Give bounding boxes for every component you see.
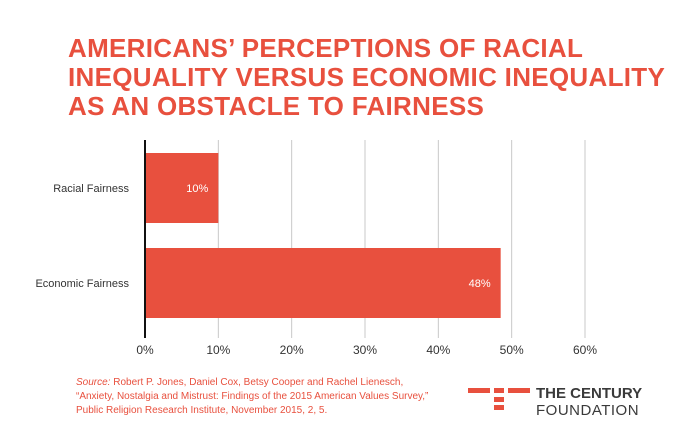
x-tick-label: 30% xyxy=(353,343,377,357)
logo-line-1: THE CENTURY xyxy=(536,385,643,402)
x-tick-label: 40% xyxy=(426,343,450,357)
x-tick-label: 20% xyxy=(280,343,304,357)
source-line-2: “Anxiety, Nostalgia and Mistrust: Findin… xyxy=(76,391,429,402)
century-foundation-logo: THE CENTURY FOUNDATION xyxy=(468,385,678,421)
category-label: Racial Fairness xyxy=(53,183,129,195)
data-label: 48% xyxy=(469,278,491,290)
title-line-2: INEQUALITY VERSUS ECONOMIC INEQUALITY xyxy=(68,62,666,92)
source-line-3: Public Religion Research Institute, Nove… xyxy=(76,405,328,416)
data-label: 10% xyxy=(186,183,208,195)
title-line-1: AMERICANS’ PERCEPTIONS OF RACIAL xyxy=(68,33,584,63)
x-tick-labels: 0% 10% 20% 30% 40% 50% 60% xyxy=(136,343,597,357)
x-tick-label: 60% xyxy=(573,343,597,357)
bar xyxy=(145,248,501,318)
logo-text: THE CENTURY FOUNDATION xyxy=(536,385,642,419)
source-line-1: Robert P. Jones, Daniel Cox, Betsy Coope… xyxy=(110,377,404,388)
title-line-3: AS AN OBSTACLE TO FAIRNESS xyxy=(68,91,485,121)
chart-title: AMERICANS’ PERCEPTIONS OF RACIAL INEQUAL… xyxy=(68,34,668,121)
x-tick-label: 10% xyxy=(206,343,230,357)
logo-line-2: FOUNDATION xyxy=(536,402,640,419)
source-note: Source: Robert P. Jones, Daniel Cox, Bet… xyxy=(76,376,476,418)
bars: 10% 48% xyxy=(145,153,501,318)
century-foundation-logo-icon xyxy=(468,388,530,410)
bar xyxy=(145,153,219,223)
category-label: Economic Fairness xyxy=(35,278,129,290)
x-tick-label: 50% xyxy=(500,343,524,357)
x-tick-label: 0% xyxy=(136,343,154,357)
source-label: Source: xyxy=(76,377,111,388)
category-labels: Racial Fairness Economic Fairness xyxy=(35,183,129,290)
